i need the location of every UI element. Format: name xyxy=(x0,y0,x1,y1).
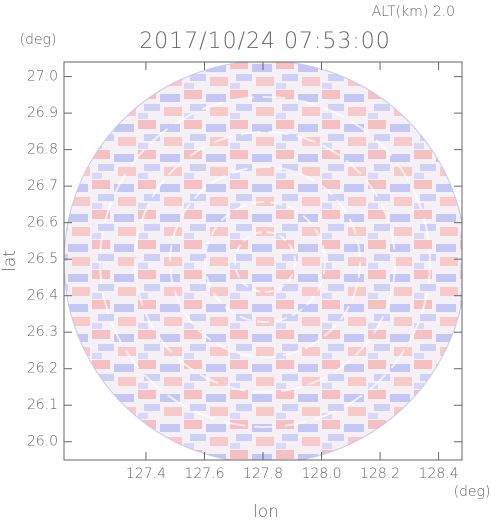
x-tick-label: 127.8 xyxy=(243,466,283,482)
y-tick-label: 26.9 xyxy=(27,105,58,121)
y-tick-label: 27.0 xyxy=(27,69,58,85)
y-tick-label: 26.0 xyxy=(27,434,58,450)
y-tick-label: 26.1 xyxy=(27,397,58,413)
x-tick-label: 128.0 xyxy=(301,466,341,482)
y-tick-label: 26.7 xyxy=(27,178,58,194)
x-tick-label: 127.6 xyxy=(184,466,224,482)
chart-title: 2017/10/24 07:53:00 xyxy=(139,29,391,54)
radar-field xyxy=(64,62,462,460)
y-axis-label: lat xyxy=(0,250,20,272)
x-axis-label: lon xyxy=(253,502,279,521)
altitude-label: ALT(km) 2.0 xyxy=(372,4,455,20)
radar-disc xyxy=(64,62,462,460)
x-tick-label: 128.2 xyxy=(360,466,400,482)
x-tick-label: 127.4 xyxy=(126,466,166,482)
y-tick-label: 26.5 xyxy=(27,251,58,267)
y-tick-label: 26.6 xyxy=(27,215,58,231)
x-unit: (deg) xyxy=(454,484,491,500)
x-tick-label: 128.4 xyxy=(419,466,459,482)
y-tick-label: 26.4 xyxy=(27,288,58,304)
y-unit: (deg) xyxy=(20,32,57,48)
range-rings xyxy=(99,96,431,428)
y-tick-label: 26.2 xyxy=(27,361,58,377)
y-tick-label: 26.8 xyxy=(27,142,58,158)
y-tick-label: 26.3 xyxy=(27,324,58,340)
